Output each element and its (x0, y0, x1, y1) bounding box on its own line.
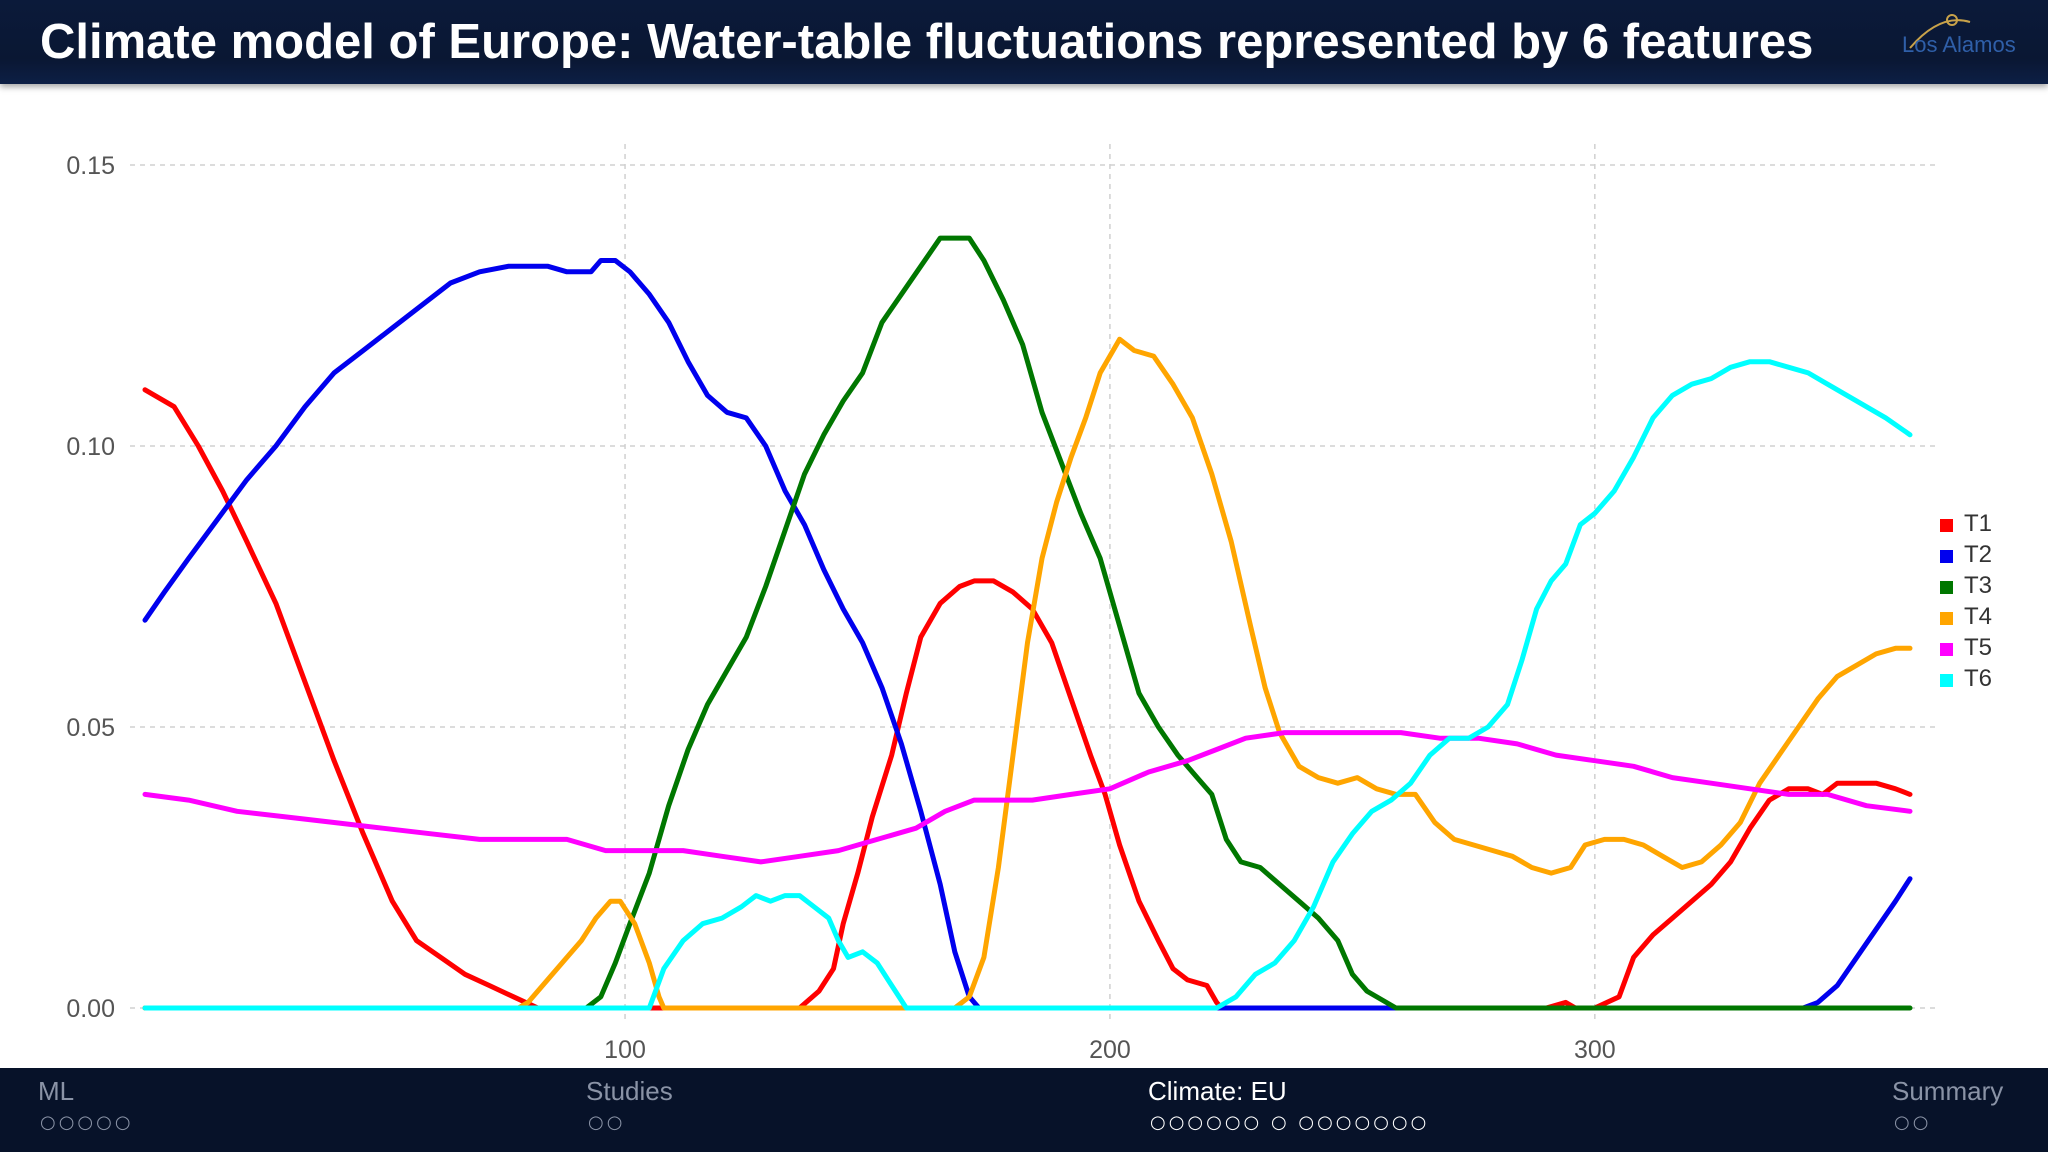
nav-dots-climate-eu[interactable]: ○○○○○○ ○ ○○○○○○○ (1150, 1112, 1430, 1133)
series-line-t4 (142, 336, 1913, 1011)
y-tick-label: 0.15 (66, 152, 115, 180)
legend-label: T4 (1964, 603, 1993, 630)
header-bar: Climate model of Europe: Water-table flu… (0, 0, 2048, 84)
nav-section-summary[interactable]: Summary (1892, 1076, 2004, 1106)
legend-label: T2 (1964, 541, 1993, 568)
legend-label: T5 (1964, 634, 1993, 661)
nav-dots-ml[interactable]: ○○○○○ (40, 1112, 134, 1133)
nav-section-studies[interactable]: Studies (586, 1076, 673, 1106)
nav-dots-studies[interactable]: ○○ (588, 1112, 626, 1133)
page-title: Climate model of Europe: Water-table flu… (40, 15, 1814, 69)
footer-navigation: ML ○○○○○ Studies ○○ Climate: EU ○○○○○○ ○… (0, 1068, 2048, 1152)
y-tick-label: 0.00 (66, 995, 115, 1023)
legend-swatch (1940, 581, 1953, 594)
nav-section-climate-eu[interactable]: Climate: EU (1148, 1076, 1287, 1106)
nav-dots-summary[interactable]: ○○ (1894, 1112, 1932, 1133)
series-line-t2 (142, 258, 1913, 1011)
legend-swatch (1940, 674, 1953, 687)
legend-label: T6 (1964, 665, 1993, 692)
x-tick-label: 200 (1089, 1036, 1131, 1064)
y-tick-label: 0.10 (66, 433, 115, 461)
legend-swatch (1940, 519, 1953, 532)
logo-text: Los Alamos (1902, 32, 2016, 57)
line-chart: 0.00 0.05 0.10 0.15 100 200 300 (66, 144, 1935, 1064)
x-tick-label: 300 (1574, 1036, 1616, 1064)
y-tick-label: 0.05 (66, 714, 115, 742)
legend-swatch (1940, 550, 1953, 563)
series-line-t3 (142, 235, 1913, 1011)
grid (130, 144, 1935, 1024)
legend-label: T3 (1964, 572, 1993, 599)
series-lines (142, 235, 1913, 1011)
los-alamos-logo-icon (1909, 14, 1971, 49)
legend-label: T1 (1964, 510, 1993, 537)
axis-ticks: 0.00 0.05 0.10 0.15 100 200 300 (66, 152, 1615, 1064)
legend-swatch (1940, 643, 1953, 656)
nav-section-ml[interactable]: ML (38, 1076, 75, 1106)
series-line-t6 (142, 359, 1913, 1011)
series-line-t1 (142, 387, 1913, 1011)
legend-swatch (1940, 612, 1953, 625)
x-tick-label: 100 (604, 1036, 646, 1064)
series-line-t5 (142, 730, 1913, 865)
